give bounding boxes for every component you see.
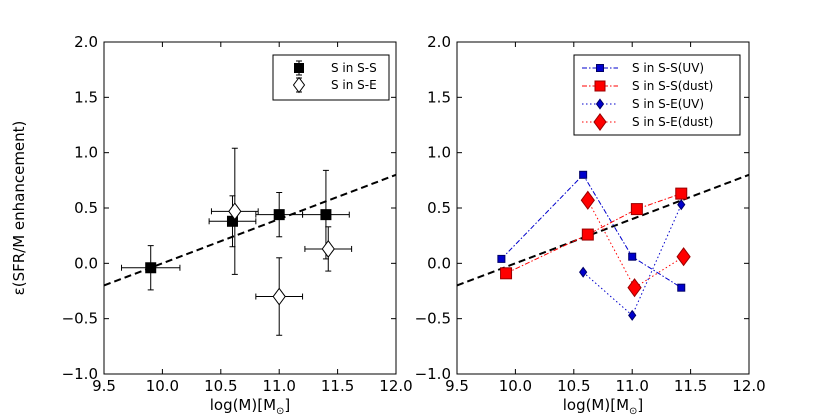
data-point [579, 266, 588, 278]
legend-label: S in S-S(dust) [632, 79, 713, 93]
x-tick-label: 11.5 [674, 377, 707, 395]
x-tick-label: 9.5 [92, 377, 116, 395]
data-point [321, 240, 335, 258]
right-panel: 9.5 10.0 10.5 11.0 11.5 12.0 −1.0 −0.5 0.0 0.5 1.0… [415, 33, 766, 415]
axes-frame [103, 41, 397, 375]
data-point [676, 247, 691, 267]
legend-label: S in S-E [331, 78, 377, 92]
y-tick-label: 0.5 [427, 199, 451, 217]
y-tick-label: 2.0 [74, 33, 98, 51]
data-point [500, 267, 513, 280]
data-point [497, 254, 506, 263]
series-s-in-s-s-dust- [500, 187, 688, 280]
series-s-in-s-s-uv- [497, 170, 686, 292]
axes-frame [456, 41, 750, 375]
x-tick-label: 10.0 [146, 377, 179, 395]
series-line [501, 173, 682, 289]
x-axis-label-text: log(M)[M [210, 396, 276, 414]
y-tick-label: 0.0 [427, 254, 451, 272]
x-tick-label: 9.5 [445, 377, 469, 395]
y-tick-label: −0.5 [415, 310, 451, 328]
data-point [580, 190, 595, 210]
data-point [145, 262, 157, 274]
x-tick-label: 10.5 [204, 377, 237, 395]
legend: S in S-S(UV) S in S-S(dust) S in S-E(UV) S … [573, 54, 741, 136]
legend-marker [593, 113, 607, 131]
x-tick-label: 11.5 [321, 377, 354, 395]
x-axis-label: log(M)[M⊙] [563, 396, 644, 415]
fit-line [457, 173, 749, 287]
series-s-in-s-e [210, 147, 353, 336]
data-point [628, 252, 637, 261]
data-point [675, 187, 688, 200]
legend-box [272, 54, 390, 101]
data-point [630, 203, 643, 216]
x-tick-label: 12.0 [379, 377, 412, 395]
legend-label: S in S-S(UV) [632, 61, 704, 75]
x-tick-label: 11.0 [615, 377, 648, 395]
data-point [677, 283, 686, 292]
x-axis-label-subscript: ⊙ [629, 406, 637, 415]
x-tick-label: 10.0 [499, 377, 532, 395]
legend-marker [596, 64, 604, 72]
legend: S in S-S S in S-E [272, 54, 390, 101]
data-point [320, 209, 332, 221]
y-tick-label: −0.5 [62, 310, 98, 328]
y-tick-label: −1.0 [415, 365, 451, 383]
y-tick-label: 1.5 [74, 88, 98, 106]
legend-marker [594, 80, 606, 92]
x-axis-label-close: ] [284, 396, 290, 414]
legend-label: S in S-E(dust) [632, 115, 713, 129]
y-tick-label: −1.0 [62, 365, 98, 383]
x-axis-label: log(M)[M⊙] [210, 396, 291, 415]
series-line [505, 193, 682, 274]
data-point [581, 228, 594, 241]
x-tick-label: 11.0 [262, 377, 295, 395]
series-s-in-s-e-dust- [580, 190, 691, 298]
series-line [587, 200, 684, 289]
legend-marker [294, 63, 304, 73]
data-point [628, 309, 637, 321]
plot-area [104, 147, 396, 336]
y-tick-label: 2.0 [427, 33, 451, 51]
data-point [677, 199, 686, 211]
x-tick-label: 12.0 [732, 377, 765, 395]
y-tick-label: 1.0 [427, 144, 451, 162]
series-s-in-s-s [121, 169, 350, 291]
legend-marker [595, 98, 605, 110]
legend-marker [292, 76, 306, 94]
x-axis-label-subscript: ⊙ [276, 406, 284, 415]
y-tick-label: 1.0 [74, 144, 98, 162]
y-axis-label: ε(SFR/M enhancement) [10, 121, 28, 296]
data-point [579, 170, 588, 179]
left-panel: 9.5 10.0 10.5 11.0 11.5 12.0 −1.0 −0.5 0.0 0.5 1.0… [10, 33, 413, 415]
plot-area [457, 170, 749, 321]
x-axis-label-text: log(M)[M [563, 396, 629, 414]
y-tick-label: 0.0 [74, 254, 98, 272]
y-tick-label: 0.5 [74, 199, 98, 217]
data-point [273, 209, 285, 221]
data-point [627, 278, 642, 298]
x-axis-label-close: ] [637, 396, 643, 414]
y-tick-label: 1.5 [427, 88, 451, 106]
legend-label: S in S-E(UV) [632, 97, 704, 111]
legend-label: S in S-S [331, 61, 377, 75]
fit-line [104, 173, 396, 287]
data-point [228, 202, 242, 221]
x-tick-label: 10.5 [557, 377, 590, 395]
series-s-in-s-e-uv- [579, 199, 686, 321]
data-point [272, 287, 286, 306]
